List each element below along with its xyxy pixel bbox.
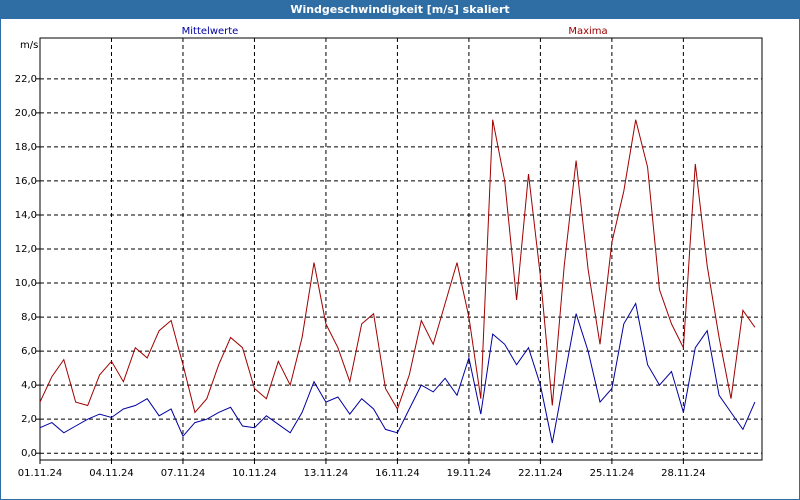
y-tick-label: 10,0	[15, 278, 37, 289]
y-tick-label: 16,0	[15, 176, 37, 187]
legend-mittelwerte: Mittelwerte	[182, 26, 239, 37]
x-tick-label: 13.11.24	[304, 468, 349, 479]
y-tick-label: 8,0	[21, 312, 37, 323]
y-tick-label: 2,0	[21, 414, 37, 425]
y-axis-label: m/s	[20, 40, 38, 51]
y-tick-label: 6,0	[21, 346, 37, 357]
y-axis: 0,0 2,0 4,0 6,0 8,0 10,0 12,0 14,0 16,0 18,0 20,0 2…	[15, 74, 40, 459]
legend-maxima: Maxima	[568, 26, 607, 37]
x-tick-label: 16.11.24	[375, 468, 420, 479]
x-tick-label: 01.11.24	[18, 468, 63, 479]
y-tick-label: 14,0	[15, 210, 37, 221]
x-tick-label: 19.11.24	[447, 468, 492, 479]
series-line-maxima	[39, 119, 756, 414]
y-tick-label: 18,0	[15, 142, 37, 153]
x-axis: 01.11.24 04.11.24 07.11.24 10.11.24 13.11.24…	[18, 460, 706, 479]
y-tick-label: 0,0	[21, 448, 37, 459]
x-tick-label: 28.11.24	[661, 468, 706, 479]
x-tick-label: 25.11.24	[590, 468, 635, 479]
x-tick-label: 22.11.24	[518, 468, 563, 479]
y-tick-label: 20,0	[15, 108, 37, 119]
x-tick-label: 10.11.24	[232, 468, 277, 479]
y-tick-label: 4,0	[21, 380, 37, 391]
series-line-mittelwerte	[39, 302, 756, 444]
x-tick-label: 04.11.24	[89, 468, 134, 479]
y-tick-label: 22,0	[15, 74, 37, 85]
y-tick-label: 12,0	[15, 244, 37, 255]
series-lines	[39, 119, 756, 444]
chart-title: Windgeschwindigkeit [m/s] skaliert	[1, 1, 799, 19]
x-tick-label: 07.11.24	[161, 468, 206, 479]
grid-lines	[39, 38, 762, 460]
